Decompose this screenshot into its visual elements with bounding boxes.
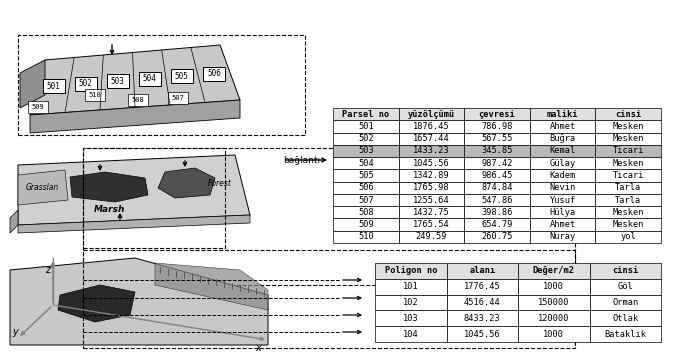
Text: Değer/m2: Değer/m2 [533,266,575,275]
Text: 1255.64: 1255.64 [413,196,450,204]
Text: 508: 508 [132,97,145,103]
Text: 8433.23: 8433.23 [464,314,501,323]
Text: Göl: Göl [617,282,633,291]
Text: 502: 502 [79,79,93,88]
Text: Ahmet: Ahmet [549,122,575,131]
Text: 1045.56: 1045.56 [413,159,450,168]
Text: 502: 502 [358,134,374,143]
Text: 102: 102 [403,298,419,307]
Text: 345.85: 345.85 [481,147,513,155]
Text: cinsi: cinsi [615,110,641,119]
Text: cinsi: cinsi [612,266,639,275]
Text: 507: 507 [358,196,374,204]
Text: 398.86: 398.86 [481,208,513,217]
Text: alanı: alanı [469,266,495,275]
Text: 1342.89: 1342.89 [413,171,450,180]
Text: 567.55: 567.55 [481,134,513,143]
Text: 547.86: 547.86 [481,196,513,204]
Text: 103: 103 [403,314,419,323]
Text: 1776.45: 1776.45 [464,282,501,291]
Text: 1657.44: 1657.44 [413,134,450,143]
Text: 507: 507 [172,95,184,101]
Text: 505: 505 [175,72,189,81]
Text: 1000: 1000 [543,329,564,339]
Text: Parsel no: Parsel no [342,110,390,119]
Text: x: x [255,343,261,353]
Text: 249.59: 249.59 [416,233,447,241]
Text: 1765.54: 1765.54 [413,220,450,229]
Text: 120000: 120000 [538,314,569,323]
Text: z: z [46,265,50,275]
Text: 509: 509 [358,220,374,229]
Text: 504: 504 [358,159,374,168]
Text: 104: 104 [403,329,419,339]
Text: 505: 505 [358,171,374,180]
Text: Mesken: Mesken [612,134,644,143]
Text: 509: 509 [32,104,44,110]
Text: çevresi: çevresi [479,110,516,119]
Text: 1765.98: 1765.98 [413,183,450,192]
Text: 986.45: 986.45 [481,171,513,180]
Text: Yusuf: Yusuf [549,196,575,204]
Text: Mesken: Mesken [612,159,644,168]
Text: 4516.44: 4516.44 [464,298,501,307]
Text: bağlantı: bağlantı [283,155,320,164]
Text: Mesken: Mesken [612,208,644,217]
Text: Mesken: Mesken [612,122,644,131]
Text: Mesken: Mesken [612,220,644,229]
Text: 506: 506 [358,183,374,192]
Text: Grasslan: Grasslan [26,184,59,192]
Text: Tarla: Tarla [615,196,641,204]
Text: 101: 101 [403,282,419,291]
Text: 1432.75: 1432.75 [413,208,450,217]
Text: Marsh: Marsh [94,206,126,214]
Text: Tarla: Tarla [615,183,641,192]
Text: 501: 501 [358,122,374,131]
Text: 508: 508 [358,208,374,217]
Text: 150000: 150000 [538,298,569,307]
Text: Orman: Orman [612,298,639,307]
Text: Poligon no: Poligon no [384,266,437,275]
Text: Ahmet: Ahmet [549,220,575,229]
Text: 654.79: 654.79 [481,220,513,229]
Text: yüzölçümü: yüzölçümü [408,110,455,119]
Text: Forest: Forest [208,179,232,187]
Text: Bataklık: Bataklık [604,329,646,339]
Text: 987.42: 987.42 [481,159,513,168]
Text: Kemal: Kemal [549,147,575,155]
Text: Kadem: Kadem [549,171,575,180]
Text: 786.98: 786.98 [481,122,513,131]
Text: 503: 503 [358,147,374,155]
Text: y: y [12,327,18,337]
Text: yol: yol [621,233,636,241]
Text: Ticari: Ticari [612,171,644,180]
Text: maliki: maliki [547,110,578,119]
Text: 1433.23: 1433.23 [413,147,450,155]
Text: Buğra: Buğra [549,134,575,143]
Text: Nuray: Nuray [549,233,575,241]
Text: Hülya: Hülya [549,208,575,217]
Text: 510: 510 [89,92,102,98]
Text: 503: 503 [111,77,125,86]
Text: Ticari: Ticari [612,147,644,155]
Text: 260.75: 260.75 [481,233,513,241]
Text: Grafik Bilgiler: Grafik Bilgiler [99,7,217,23]
Text: Gülay: Gülay [549,159,575,168]
Text: 1045.56: 1045.56 [464,329,501,339]
Text: 1000: 1000 [543,282,564,291]
Text: Nevin: Nevin [549,183,575,192]
Text: 506: 506 [207,69,221,78]
Text: 501: 501 [46,82,61,91]
Text: 504: 504 [143,74,157,83]
Text: 874.84: 874.84 [481,183,513,192]
Text: Otlak: Otlak [612,314,639,323]
Text: 510: 510 [358,233,374,241]
Text: Grafik-olmayan (tanımsal, sözel) Bilgiler: Grafik-olmayan (tanımsal, sözel) Bilgile… [322,7,667,23]
Text: 1876.45: 1876.45 [413,122,450,131]
